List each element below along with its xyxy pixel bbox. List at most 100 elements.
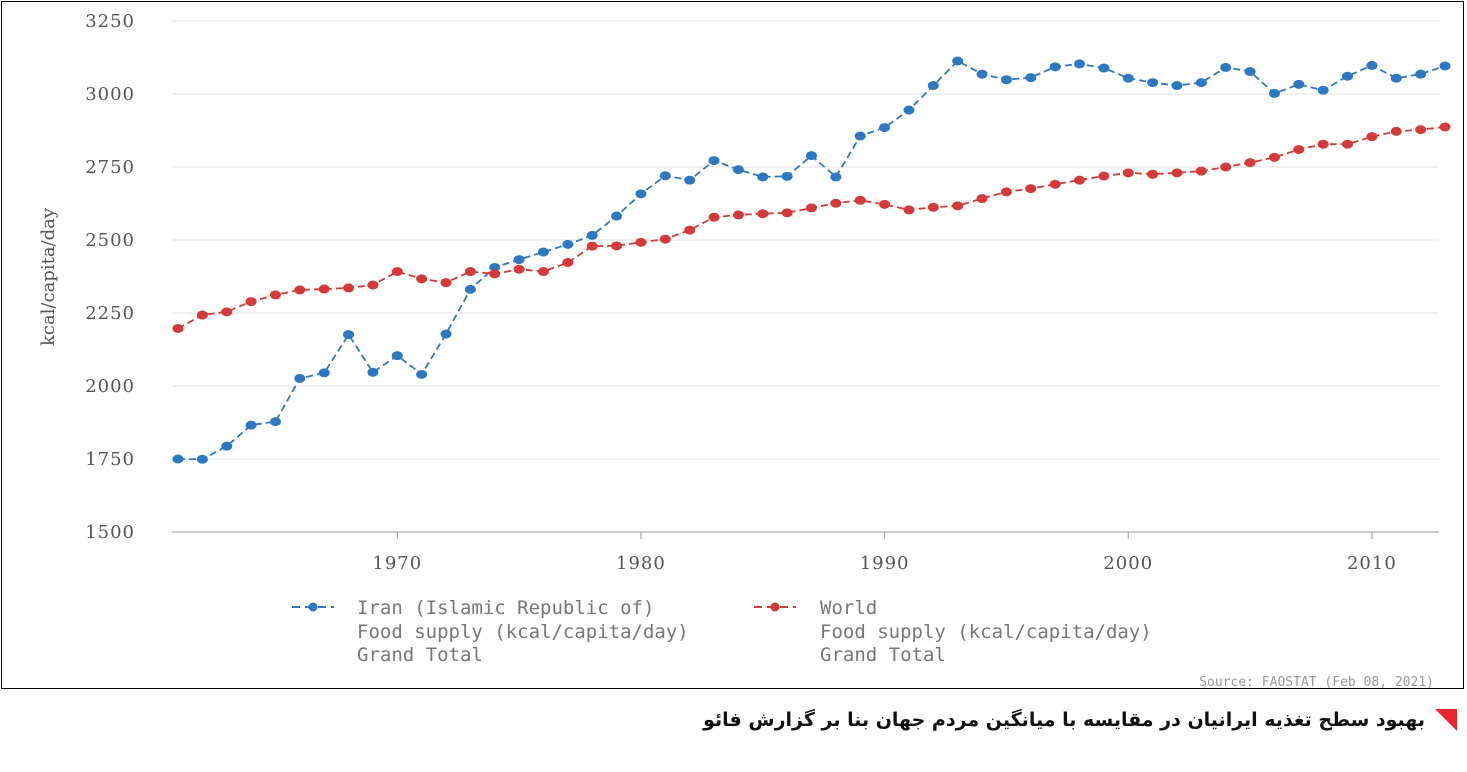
data-point-0-1993	[952, 56, 964, 66]
data-point-0-2012	[1415, 69, 1427, 79]
data-point-0-2000	[1122, 73, 1134, 83]
data-point-0-1964	[245, 420, 257, 430]
legend-world-label-2: Food supply (kcal/capita/day)	[820, 621, 1152, 643]
y-tick-label-3000: 3000	[85, 84, 135, 105]
data-point-1-2000	[1122, 168, 1134, 178]
data-point-0-1974	[489, 262, 501, 272]
data-point-0-1990	[879, 123, 891, 133]
data-point-1-2002	[1171, 168, 1183, 178]
legend-world-label-1: World	[820, 597, 877, 619]
data-point-0-1987	[806, 151, 817, 161]
data-point-1-2001	[1147, 169, 1159, 179]
x-tick-label-2010: 2010	[1347, 553, 1397, 574]
data-point-0-2003	[1195, 78, 1207, 88]
x-axis-ticks: 1970 1980 1990 2000 2010	[172, 531, 1439, 574]
data-point-1-1994	[976, 194, 988, 204]
data-point-1-1964	[245, 297, 257, 307]
legend-world: World Food supply (kcal/capita/day) Gran…	[754, 597, 1152, 666]
y-tick-label-1500: 1500	[85, 522, 135, 543]
data-point-1-1962	[196, 310, 208, 320]
data-point-0-1988	[830, 172, 842, 182]
data-point-0-1980	[635, 189, 647, 199]
data-point-0-2011	[1390, 73, 1402, 83]
series-points	[172, 56, 1451, 464]
data-point-0-2005	[1244, 67, 1256, 77]
data-point-1-1972	[440, 278, 452, 288]
legend-iran-label-2: Food supply (kcal/capita/day)	[357, 621, 689, 643]
data-point-1-1965	[269, 290, 281, 300]
caption-triangle-icon	[1435, 709, 1457, 731]
data-point-1-1974	[489, 269, 501, 279]
chart-frame: 1500 1750 2000 2250 2500 2750 3000 3250 1970 198…	[1, 1, 1464, 689]
data-point-1-1979	[611, 241, 623, 251]
data-point-1-1991	[903, 205, 915, 215]
series-lines	[177, 59, 1446, 461]
caption: بهبود سطح تغذیه ایرانیان در مقایسه با می…	[703, 709, 1425, 731]
data-point-0-1969	[367, 367, 379, 377]
data-point-0-1967	[318, 368, 330, 378]
data-point-0-1998	[1074, 59, 1086, 69]
data-point-0-1984	[732, 165, 744, 175]
data-point-1-2006	[1268, 152, 1280, 162]
data-point-0-1963	[221, 441, 233, 451]
data-point-1-1983	[708, 212, 720, 222]
data-point-0-2004	[1220, 62, 1232, 72]
data-point-0-1989	[854, 131, 866, 141]
source-note: Source: FAOSTAT (Feb 08, 2021)	[1199, 675, 1434, 689]
data-point-1-1995	[1000, 187, 1012, 197]
data-point-0-1992	[927, 81, 939, 91]
y-axis-label: kcal/capita/day	[38, 207, 59, 346]
data-point-0-2010	[1366, 60, 1378, 70]
data-point-1-1973	[464, 267, 476, 277]
data-point-1-1984	[732, 210, 744, 220]
data-point-0-1986	[781, 171, 793, 181]
x-tick-label-1970: 1970	[372, 553, 422, 574]
data-point-1-1967	[318, 284, 330, 294]
data-point-0-1962	[196, 454, 208, 464]
data-point-0-2008	[1317, 85, 1329, 95]
data-point-0-1976	[537, 247, 549, 257]
data-point-1-1970	[391, 267, 403, 277]
data-point-1-2012	[1415, 125, 1427, 135]
data-point-0-1994	[976, 69, 988, 79]
data-point-0-1997	[1049, 62, 1061, 72]
data-point-0-1991	[903, 105, 915, 115]
data-point-0-1981	[659, 171, 671, 181]
data-point-0-1978	[586, 230, 598, 240]
data-point-1-2013	[1439, 122, 1451, 132]
data-point-0-2006	[1268, 88, 1280, 98]
legend-iran: Iran (Islamic Republic of) Food supply (…	[292, 597, 689, 666]
data-point-1-1989	[854, 195, 866, 205]
data-point-0-2013	[1439, 61, 1451, 71]
data-point-1-2009	[1342, 139, 1354, 149]
y-tick-label-2500: 2500	[85, 230, 135, 251]
data-point-1-1988	[830, 198, 842, 208]
data-point-1-1999	[1098, 171, 1110, 181]
data-point-0-1965	[269, 417, 281, 427]
gridlines	[172, 20, 1439, 533]
data-point-0-1972	[440, 329, 452, 339]
data-point-1-1980	[635, 237, 647, 247]
data-point-1-1985	[757, 209, 769, 219]
y-tick-label-2000: 2000	[85, 376, 135, 397]
y-axis-ticks: 1500 1750 2000 2250 2500 2750 3000 3250	[85, 11, 135, 543]
data-point-0-1982	[684, 175, 696, 185]
data-point-1-2011	[1390, 126, 1402, 136]
y-tick-label-2750: 2750	[85, 157, 135, 178]
data-point-1-1993	[952, 201, 964, 211]
caption-row: بهبود سطح تغذیه ایرانیان در مقایسه با می…	[703, 705, 1457, 735]
data-point-1-1963	[221, 307, 233, 317]
data-point-1-1987	[806, 203, 817, 213]
legend-world-dot	[770, 602, 780, 612]
data-point-1-1969	[367, 280, 379, 290]
data-point-1-1998	[1074, 175, 1086, 185]
data-point-1-2008	[1317, 139, 1329, 149]
data-point-0-1973	[464, 284, 476, 294]
data-point-1-1981	[659, 234, 671, 244]
data-point-1-2005	[1244, 158, 1256, 168]
data-point-1-1990	[879, 199, 891, 209]
data-point-1-1977	[562, 257, 574, 267]
data-point-1-1982	[684, 225, 696, 235]
data-point-0-1971	[416, 369, 428, 379]
data-point-0-1961	[172, 454, 184, 464]
